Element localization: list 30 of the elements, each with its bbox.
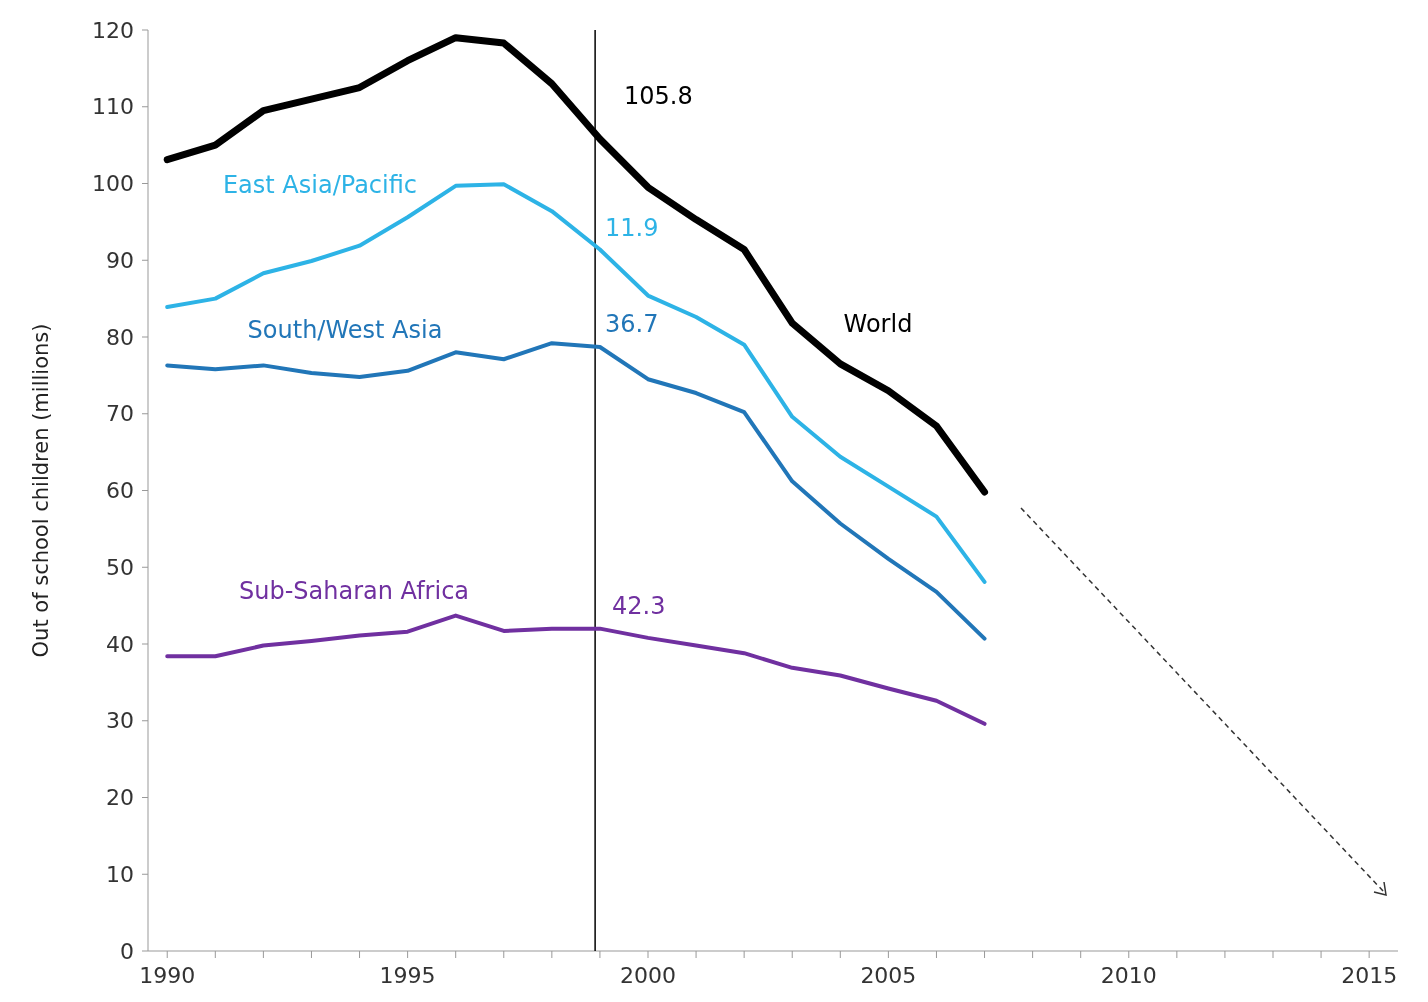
x-tick-label: 2000: [620, 963, 676, 988]
y-tick-label: 20: [106, 785, 134, 811]
y-tick-label: 40: [106, 631, 134, 657]
x-tick-label: 2005: [860, 963, 917, 988]
annotation: 36.7: [605, 310, 659, 339]
y-tick-label: 90: [106, 247, 134, 273]
y-tick-label: 50: [106, 554, 134, 580]
y-tick-label: 80: [106, 324, 134, 350]
y-tick-label: 70: [106, 401, 134, 427]
x-tick-label: 2010: [1100, 963, 1157, 988]
x-tick-label: 1995: [379, 963, 436, 988]
series-label: South/West Asia: [247, 316, 443, 345]
series-label: East Asia/Pacific: [222, 171, 418, 200]
y-tick-label: 120: [92, 17, 134, 43]
x-tick-label: 1990: [139, 963, 196, 988]
y-tick-label: 10: [106, 861, 134, 887]
y-tick-label: 60: [106, 478, 134, 504]
y-tick-label: 0: [120, 938, 134, 964]
annotation: 42.3: [612, 592, 666, 621]
y-tick-label: 110: [92, 94, 134, 120]
annotation: 11.9: [605, 214, 659, 243]
x-tick-label: 2015: [1341, 963, 1398, 988]
line-series: [165, 341, 987, 641]
series-label: Sub-Saharan Africa: [238, 577, 470, 606]
annotation: 105.8: [624, 82, 693, 111]
line-series: [165, 613, 987, 726]
series-label: World: [843, 310, 913, 339]
y-axis-title: Out of school children (millions): [29, 323, 53, 658]
y-tick-label: 30: [106, 708, 134, 734]
y-tick-label: 100: [92, 171, 134, 197]
